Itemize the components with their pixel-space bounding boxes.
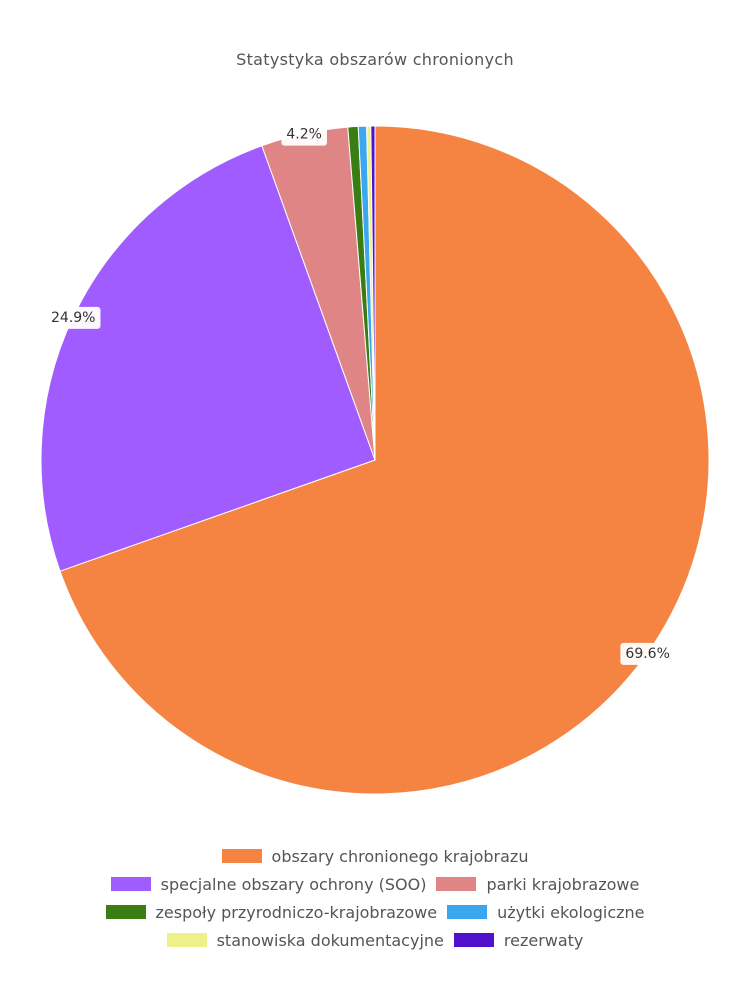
legend-swatch (447, 905, 488, 919)
slice-value-label: 69.6% (620, 642, 675, 665)
legend-row: obszary chronionego krajobrazu (0, 842, 750, 870)
legend-label: stanowiska dokumentacyjne (216, 930, 444, 950)
pie-slice[interactable] (370, 125, 376, 461)
svg-text:24.9%: 24.9% (51, 310, 95, 326)
slice-value-label: 24.9% (45, 306, 101, 329)
svg-text:4.2%: 4.2% (286, 127, 322, 143)
slice-value-label: 4.2% (281, 123, 327, 146)
legend-swatch (105, 905, 146, 919)
legend-item[interactable]: parki krajobrazowe (436, 875, 639, 894)
legend-label: obszary chronionego krajobrazu (271, 846, 529, 866)
pie-chart: 69.6% 24.9% 4.2% (41, 123, 709, 794)
legend-row: specjalne obszary ochrony (SOO) parki kra… (0, 870, 750, 898)
legend-item[interactable]: obszary chronionego krajobrazu (221, 846, 529, 866)
legend-label: parki krajobrazowe (486, 874, 640, 894)
legend-item[interactable]: specjalne obszary ochrony (SOO) (110, 874, 427, 894)
legend-item[interactable]: zespoły przyrodniczo-krajobrazowe (105, 902, 438, 922)
legend-swatch (453, 933, 494, 947)
legend-swatch (166, 933, 207, 947)
legend-label: rezerwaty (503, 930, 584, 950)
chart-title: Statystyka obszarów chronionych (236, 50, 514, 69)
legend: obszary chronionego krajobrazu specjalne … (0, 842, 750, 954)
legend-label: użytki ekologiczne (497, 902, 645, 922)
legend-row: stanowiska dokumentacyjne rezerwaty (0, 926, 750, 954)
legend-item[interactable]: użytki ekologiczne (447, 902, 645, 922)
legend-label: zespoły przyrodniczo-krajobrazowe (155, 902, 438, 922)
legend-item[interactable]: rezerwaty (453, 930, 584, 950)
legend-swatch (110, 877, 151, 891)
legend-swatch (436, 877, 477, 891)
legend-swatch (221, 849, 262, 863)
svg-text:69.6%: 69.6% (625, 646, 669, 662)
legend-row: zespoły przyrodniczo-krajobrazowe użytki … (0, 898, 750, 926)
legend-item[interactable]: stanowiska dokumentacyjne (166, 930, 444, 950)
legend-label: specjalne obszary ochrony (SOO) (160, 874, 427, 894)
